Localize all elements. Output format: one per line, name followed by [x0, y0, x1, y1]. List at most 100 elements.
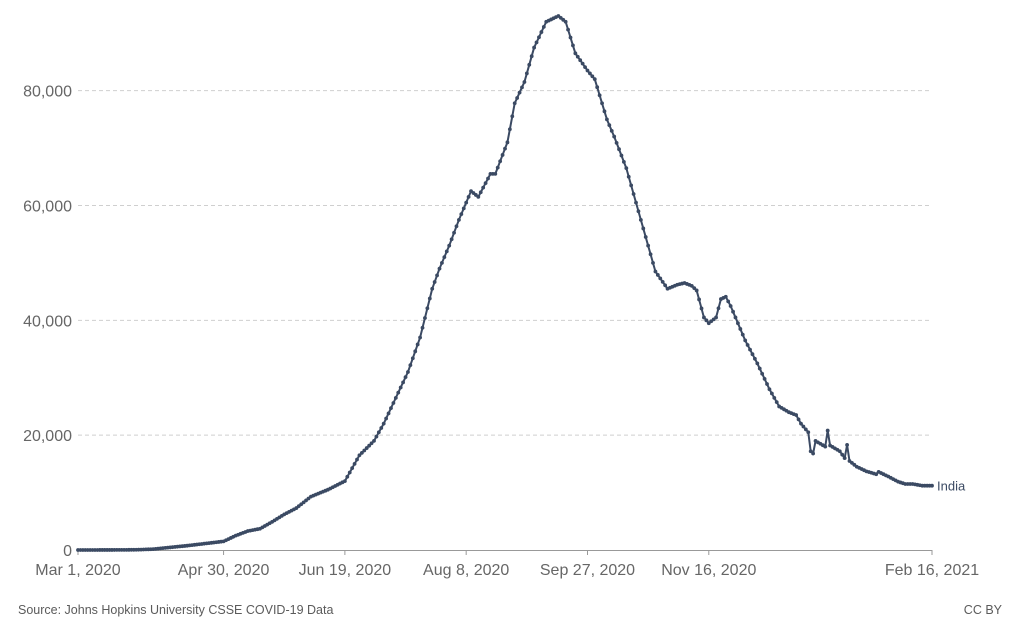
- data-point: [619, 153, 624, 158]
- data-point: [689, 283, 694, 288]
- data-point: [585, 68, 590, 73]
- data-point: [437, 266, 442, 271]
- data-point: [631, 192, 636, 196]
- data-point: [420, 325, 425, 330]
- data-point: [568, 35, 573, 40]
- data-point: [607, 123, 612, 127]
- x-tick-label: Feb 16, 2021: [885, 562, 979, 579]
- data-point: [874, 472, 879, 477]
- data-point: [745, 343, 750, 347]
- data-point: [410, 356, 415, 361]
- data-point: [648, 252, 653, 257]
- data-point: [347, 470, 352, 475]
- data-point: [738, 327, 743, 331]
- data-point: [393, 395, 398, 400]
- x-tick-label: Nov 16, 2020: [661, 562, 756, 579]
- data-point: [740, 332, 745, 337]
- data-point: [367, 443, 372, 448]
- data-point: [493, 172, 498, 176]
- data-point: [799, 421, 803, 426]
- data-point: [692, 286, 697, 291]
- data-point: [733, 315, 738, 320]
- data-point: [614, 141, 619, 145]
- y-tick-label: 80,000: [23, 84, 72, 101]
- data-point: [401, 380, 405, 385]
- data-point: [534, 40, 539, 45]
- data-point: [481, 185, 486, 190]
- data-point: [359, 450, 364, 455]
- data-point: [723, 294, 728, 299]
- x-tick-label: Apr 30, 2020: [178, 562, 270, 579]
- data-point: [505, 140, 510, 145]
- data-point: [595, 85, 600, 90]
- data-point: [806, 430, 811, 435]
- data-point: [466, 194, 471, 199]
- data-point: [592, 77, 597, 82]
- data-point: [750, 352, 755, 357]
- data-point: [524, 71, 529, 76]
- series-label-india: India: [937, 479, 966, 494]
- data-point: [757, 366, 762, 371]
- data-point: [442, 255, 447, 260]
- data-point: [374, 434, 379, 439]
- data-point: [767, 387, 772, 392]
- data-point: [539, 30, 544, 34]
- data-point: [840, 452, 845, 457]
- data-point: [427, 296, 432, 301]
- data-point: [765, 382, 769, 386]
- data-point: [352, 461, 357, 466]
- series-line: [78, 15, 932, 551]
- data-point: [342, 479, 347, 483]
- data-point: [452, 230, 456, 235]
- data-point: [726, 299, 731, 304]
- data-point: [529, 54, 534, 59]
- data-point: [379, 426, 384, 430]
- data-point: [609, 128, 614, 133]
- data-point: [376, 430, 381, 435]
- data-point: [418, 335, 422, 340]
- data-point: [702, 315, 706, 320]
- data-point: [575, 54, 580, 59]
- data-point: [638, 217, 643, 222]
- data-point: [801, 424, 806, 429]
- y-tick-label: 0: [63, 543, 72, 560]
- y-axis: 0 20,000 40,000 60,000 80,000: [23, 84, 72, 560]
- data-point: [413, 349, 418, 354]
- data-point: [617, 147, 621, 152]
- data-point: [532, 45, 537, 50]
- data-point: [774, 400, 779, 405]
- source-note: Source: Johns Hopkins University CSSE CO…: [18, 603, 334, 617]
- data-point: [634, 200, 638, 205]
- data-point: [486, 176, 490, 181]
- data-point: [357, 453, 362, 458]
- data-point: [381, 421, 386, 426]
- data-point: [573, 51, 578, 56]
- data-point: [459, 212, 464, 217]
- data-point: [464, 200, 469, 205]
- data-point: [663, 283, 668, 288]
- data-point: [415, 342, 420, 347]
- data-point: [483, 181, 488, 185]
- data-point: [507, 127, 512, 132]
- data-point: [743, 338, 748, 343]
- data-point: [660, 279, 665, 284]
- data-point: [600, 101, 604, 106]
- data-point: [432, 280, 437, 284]
- data-point: [811, 451, 816, 456]
- data-point: [355, 457, 359, 462]
- data-point: [825, 428, 830, 433]
- data-point: [621, 159, 626, 164]
- data-point: [624, 166, 629, 171]
- data-point: [794, 413, 799, 417]
- data-point: [423, 316, 427, 320]
- data-point: [755, 361, 760, 366]
- data-point: [403, 375, 408, 380]
- data-point: [845, 443, 849, 447]
- data-point: [731, 309, 735, 314]
- data-point: [364, 446, 369, 450]
- x-axis: Mar 1, 2020 Apr 30, 2020 Jun 19, 2020 Aug 8…: [35, 550, 979, 579]
- data-point: [655, 273, 660, 277]
- data-point: [384, 416, 389, 421]
- data-point: [796, 417, 801, 422]
- x-tick-label: Sep 27, 2020: [540, 562, 635, 579]
